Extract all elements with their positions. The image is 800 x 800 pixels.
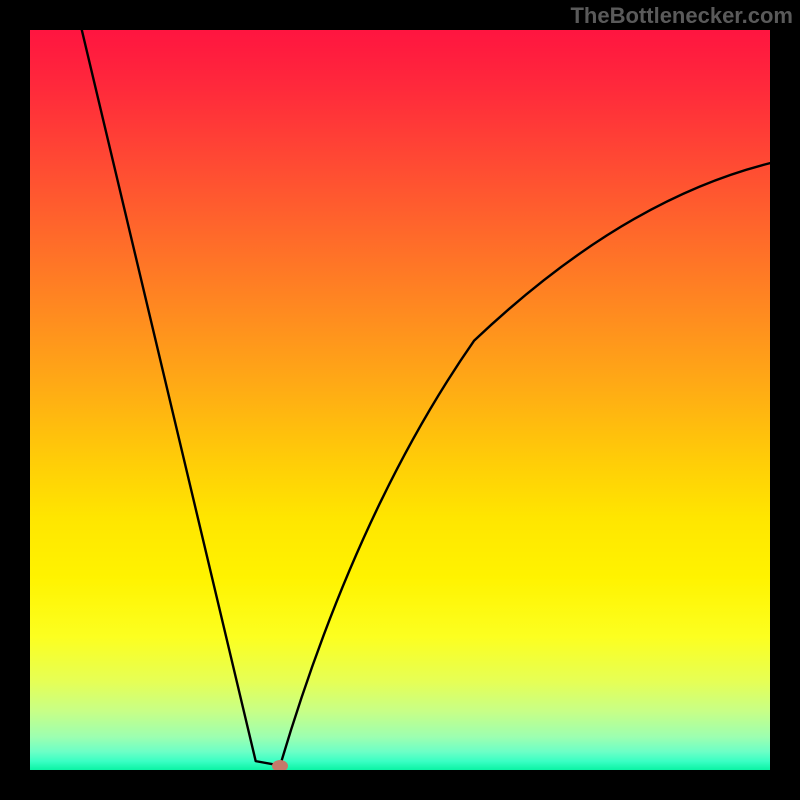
watermark-label: TheBottlenecker.com <box>570 3 793 29</box>
curve-path <box>82 30 770 766</box>
bottleneck-curve <box>30 30 770 770</box>
optimal-marker <box>272 760 288 770</box>
plot-area <box>30 30 770 770</box>
